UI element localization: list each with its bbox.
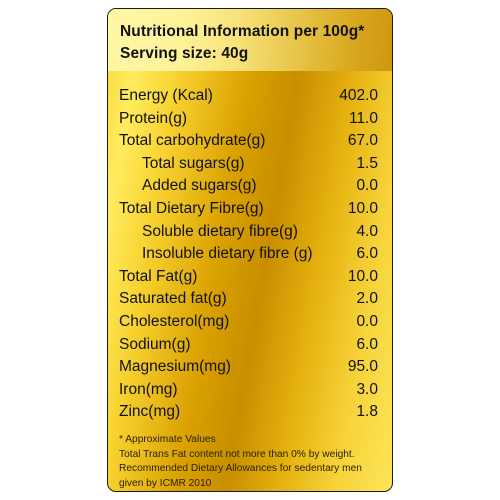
header-band: Nutritional Information per 100g* Servin… xyxy=(108,9,392,71)
nutrient-label: Soluble dietary fibre(g) xyxy=(142,222,298,240)
footnote-line: Recommended Dietary Allowances for seden… xyxy=(119,463,362,475)
nutrient-row: Total sugars(g) 1.5 xyxy=(108,153,392,176)
nutrient-value: 1.5 xyxy=(356,154,378,172)
nutrient-row: Energy (Kcal) 402.0 xyxy=(108,85,392,108)
nutrient-label: Magnesium(mg) xyxy=(119,358,231,376)
nutrient-label: Energy (Kcal) xyxy=(119,87,213,104)
nutrient-row: Insoluble dietary fibre (g) 6.0 xyxy=(108,243,392,266)
nutrient-row: Added sugars(g) 0.0 xyxy=(108,175,392,198)
footnote-line: given by ICMR 2010 xyxy=(119,477,212,489)
nutrient-value: 4.0 xyxy=(356,222,378,240)
footnotes: * Approximate Values Total Trans Fat cont… xyxy=(119,433,389,491)
nutrient-value: 1.8 xyxy=(356,403,378,421)
nutrient-label: Added sugars(g) xyxy=(142,177,257,195)
nutrient-value: 6.0 xyxy=(356,335,378,353)
footnote-line: Total Trans Fat content not more than 0%… xyxy=(119,448,355,460)
nutrient-label: Zinc(mg) xyxy=(119,403,181,421)
nutrient-label: Sodium(g) xyxy=(119,335,191,353)
nutrient-label: Total Fat(g) xyxy=(119,267,198,285)
nutrient-label: Insoluble dietary fibre (g) xyxy=(142,245,313,263)
label-header: Nutritional Information per 100g* Servin… xyxy=(120,21,364,65)
nutrient-table: Energy (Kcal) 402.0 Protein(g) 11.0 Total ca… xyxy=(108,85,392,424)
nutrient-value: 3.0 xyxy=(356,380,378,398)
nutrient-label: Protein(g) xyxy=(119,109,188,127)
nutrient-value: 67.0 xyxy=(347,132,378,150)
nutrient-row: Sodium(g) 6.0 xyxy=(108,334,392,357)
nutrient-row: Protein(g) 11.0 xyxy=(108,108,392,131)
nutrient-value: 95.0 xyxy=(347,358,378,376)
nutrient-label: Total carbohydrate(g) xyxy=(119,132,266,150)
nutrient-label: Iron(mg) xyxy=(119,380,178,398)
nutrient-label: Total sugars(g) xyxy=(142,154,245,172)
footnote-line: * Approximate Values xyxy=(119,434,216,445)
nutrient-row: Soluble dietary fibre(g) 4.0 xyxy=(108,221,392,244)
serving-size: Serving size: 40g xyxy=(120,45,249,62)
nutrient-row: Magnesium(mg) 95.0 xyxy=(108,356,392,379)
nutrient-value: 11.0 xyxy=(348,109,378,127)
nutrient-row: Total carbohydrate(g) 67.0 xyxy=(108,130,392,153)
nutrient-value: 10.0 xyxy=(347,199,378,217)
nutrient-row: Cholesterol(mg) 0.0 xyxy=(108,311,392,334)
nutrient-label: Cholesterol(mg) xyxy=(119,312,230,330)
nutrient-label: Total Dietary Fibre(g) xyxy=(119,199,264,217)
nutrient-row: Iron(mg) 3.0 xyxy=(108,379,392,402)
nutrient-value: 10.0 xyxy=(347,267,378,285)
nutrient-row: Total Fat(g) 10.0 xyxy=(108,266,392,289)
nutrition-label: Nutritional Information per 100g* Servin… xyxy=(107,8,393,492)
nutrient-value: 402.0 xyxy=(339,87,378,104)
nutrient-row: Total Dietary Fibre(g) 10.0 xyxy=(108,198,392,221)
nutrient-label: Saturated fat(g) xyxy=(119,290,227,308)
nutrient-value: 6.0 xyxy=(356,245,378,263)
nutrient-row: Zinc(mg) 1.8 xyxy=(108,401,392,424)
nutrient-value: 2.0 xyxy=(356,290,378,308)
nutrient-value: 0.0 xyxy=(356,177,378,195)
nutrient-row: Saturated fat(g) 2.0 xyxy=(108,288,392,311)
label-title: Nutritional Information per 100g* xyxy=(120,23,365,40)
nutrient-value: 0.0 xyxy=(356,312,378,330)
